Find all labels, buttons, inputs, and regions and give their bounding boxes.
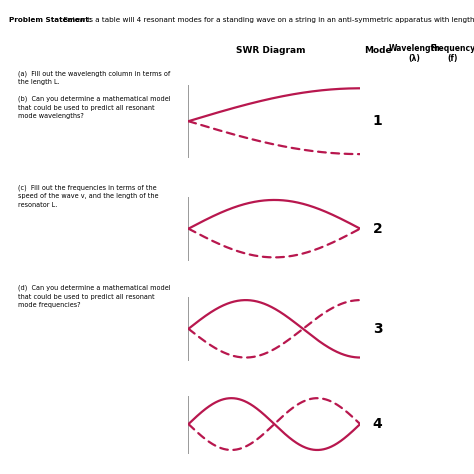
Text: Below is a table will 4 resonant modes for a standing wave on a string in an ant: Below is a table will 4 resonant modes f…	[61, 17, 474, 23]
Text: 3: 3	[373, 322, 383, 336]
Text: (c)  Fill out the frequencies in terms of the
speed of the wave v, and the lengt: (c) Fill out the frequencies in terms of…	[18, 184, 158, 208]
Text: (a)  Fill out the wavelength column in terms of
the length L.

(b)  Can you dete: (a) Fill out the wavelength column in te…	[18, 71, 170, 119]
Text: 1: 1	[373, 114, 383, 128]
Text: SWR Diagram: SWR Diagram	[236, 46, 305, 55]
Text: 4: 4	[373, 417, 383, 431]
Text: (λ): (λ)	[409, 54, 420, 63]
Text: (f): (f)	[448, 54, 458, 63]
Text: Mode: Mode	[364, 46, 392, 55]
Text: Wavelength: Wavelength	[389, 44, 440, 53]
Text: Problem Statement:: Problem Statement:	[9, 17, 92, 23]
Text: Frequency: Frequency	[430, 44, 474, 53]
Text: 2: 2	[373, 222, 383, 236]
Text: (d)  Can you determine a mathematical model
that could be used to predict all re: (d) Can you determine a mathematical mod…	[18, 285, 170, 308]
